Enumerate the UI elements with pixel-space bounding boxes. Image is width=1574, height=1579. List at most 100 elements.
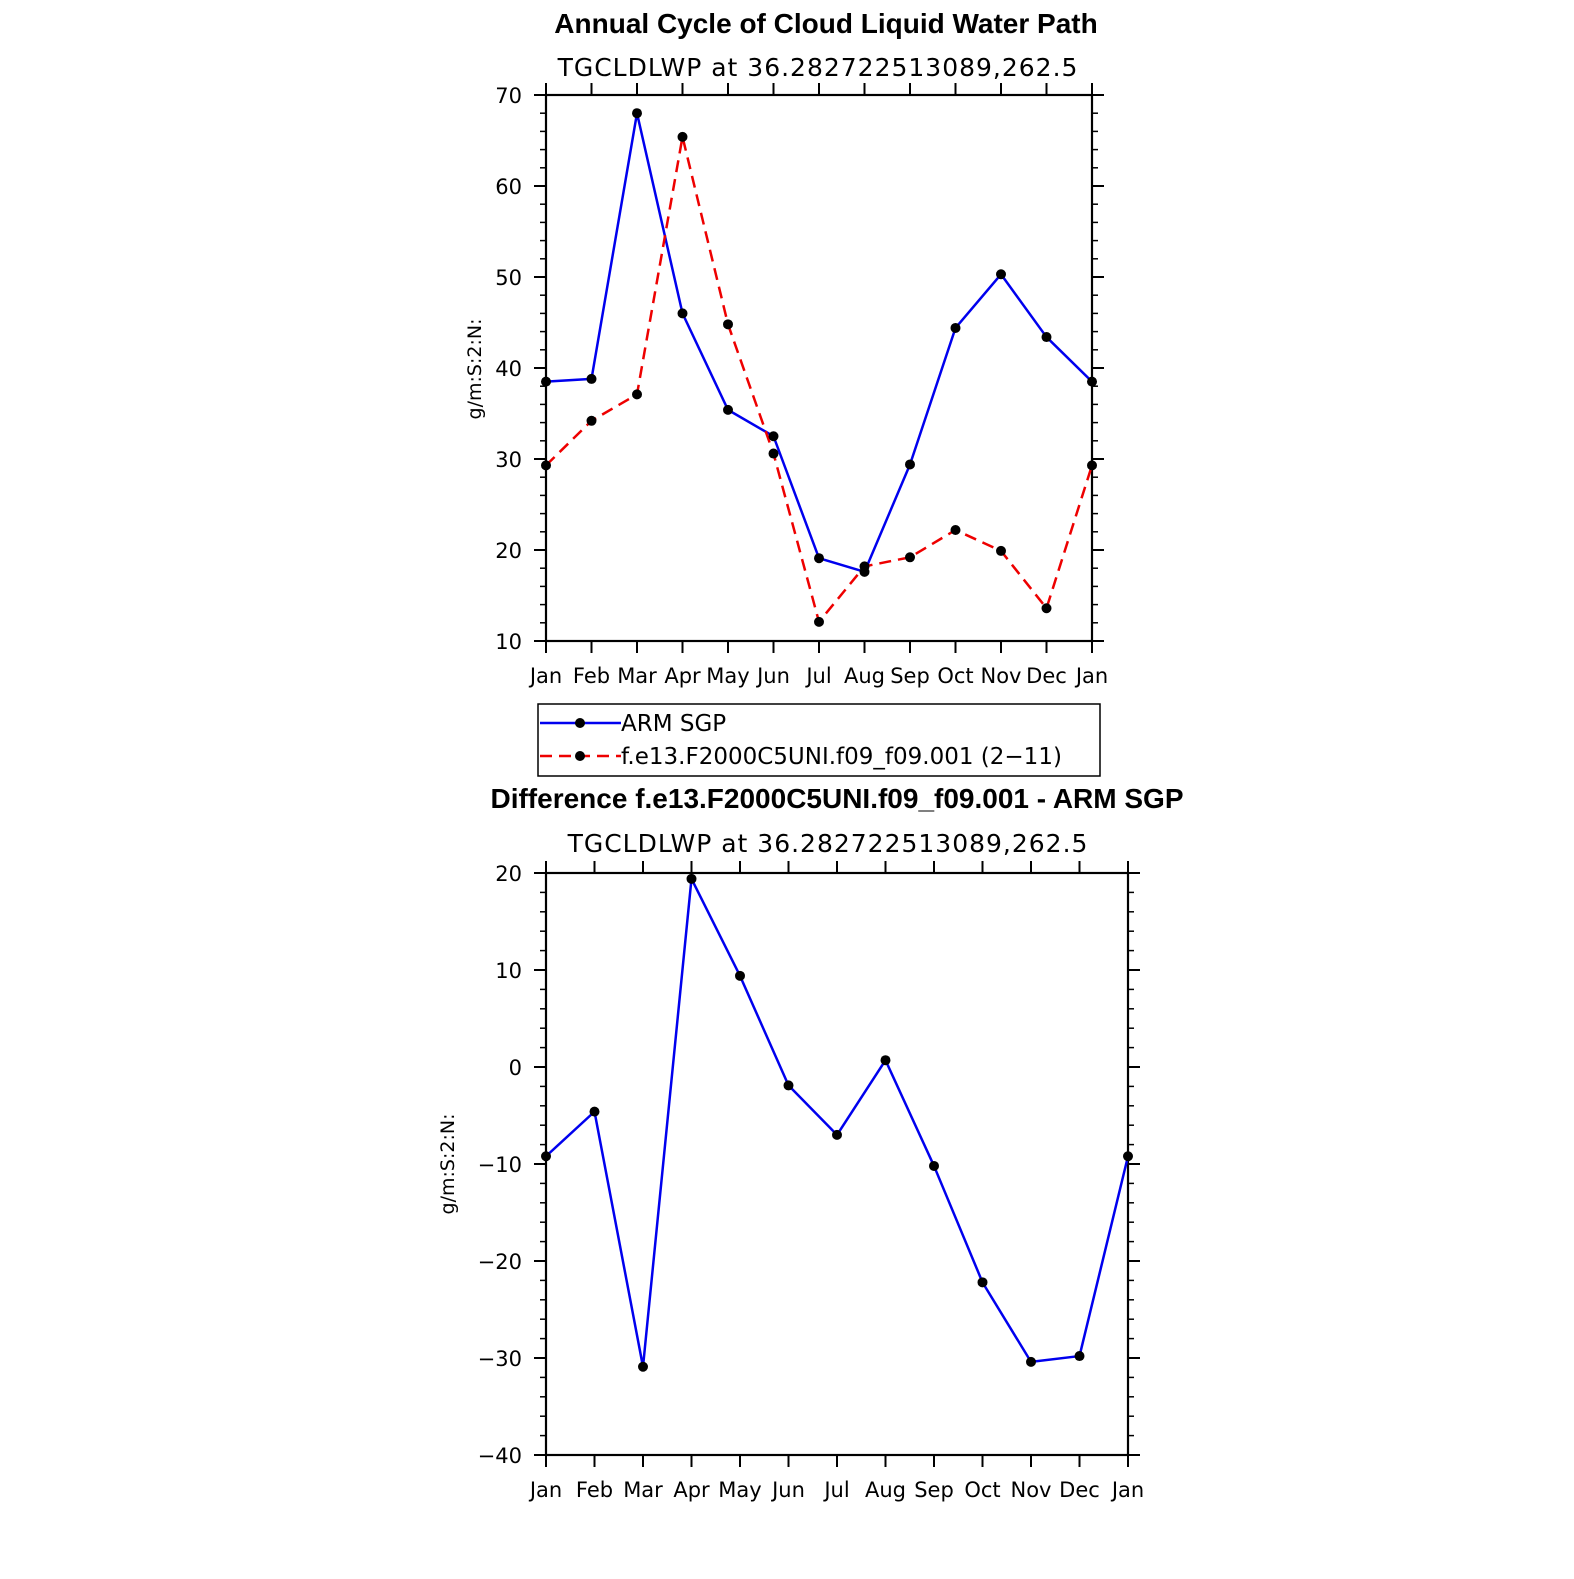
chart2-series-0-point [1074, 1351, 1085, 1362]
chart1-series-1-point [632, 389, 642, 400]
chart2-series-0-point [638, 1361, 648, 1372]
chart1-series-1-point [586, 415, 597, 426]
chart2-xtick-label: Nov [1011, 1478, 1052, 1502]
chart1-series-0-point [950, 322, 961, 333]
chart1-ytick-label: 20 [495, 539, 522, 563]
chart1-series-0-point [905, 459, 915, 470]
chart1-series-1-point [1087, 460, 1097, 471]
chart1-ytick-label: 60 [495, 175, 522, 199]
chart2-ylabel: g/m:S:2:N: [437, 1114, 459, 1215]
chart1-series-0-point [541, 376, 551, 387]
chart1-xtick-label: Jan [528, 664, 562, 688]
chart1-ytick-label: 40 [495, 357, 522, 381]
chart1-series-line-1 [545, 135, 1094, 624]
chart1-series-1-point [996, 545, 1006, 556]
chart1-series-0-point [768, 431, 779, 442]
chart2-plot-frame [544, 871, 1130, 1457]
chart2-xtick-label: Sep [914, 1478, 954, 1502]
chart2-title: Difference f.e13.F2000C5UNI.f09_f09.001 … [490, 783, 1183, 814]
chart1-series-0-point [996, 269, 1006, 280]
chart2-xtick-label: Oct [964, 1478, 1000, 1502]
chart2-xtick-label: Jan [528, 1478, 562, 1502]
chart1-series-1-point [950, 524, 961, 535]
chart2-xtick-label: Jan [1110, 1478, 1144, 1502]
chart1-xtick-label: Feb [573, 664, 610, 688]
chart1-ytick-label: 70 [495, 84, 522, 108]
legend-box [537, 703, 1101, 777]
chart1-xtick-label: Sep [890, 664, 930, 688]
chart2-axes: Jan Feb Mar Apr May Jun Jul Aug Sep Oct Nov Dec Jan−… [478, 861, 1144, 1502]
chart1-xtick-label: Dec [1026, 664, 1067, 688]
chart2-xtick-label: Jul [822, 1478, 849, 1502]
legend-marker-model [575, 751, 585, 761]
chart2-series-0-point [1123, 1151, 1133, 1162]
chart1-ytick-label: 30 [495, 448, 522, 472]
chart1-ytick-label: 50 [495, 266, 522, 290]
chart2-ytick-label: 20 [495, 862, 522, 886]
chart2-xtick-label: Aug [865, 1478, 906, 1502]
chart1-series-0-point [814, 553, 824, 564]
chart1-series-1-point [677, 131, 688, 142]
chart2-series-group [541, 873, 1133, 1372]
chart1-axes: Jan Feb Mar Apr May Jun Jul Aug Sep Oct Nov Dec Jan1… [495, 83, 1108, 688]
chart1-series-0-point [1041, 332, 1052, 343]
chart1-xtick-label: Jul [804, 664, 831, 688]
chart1-series-0-point [586, 373, 597, 384]
chart2-subtitle: TGCLDLWP at 36.282722513089,262.5 [567, 829, 1089, 858]
legend-label-model: f.e13.F2000C5UNI.f09_f09.001 (2−11) [621, 744, 1062, 770]
chart2-series-0-point [1026, 1356, 1036, 1367]
chart1-series-1-point [905, 552, 915, 563]
chart1-xtick-label: Aug [844, 664, 885, 688]
chart1-series-0-point [1087, 376, 1097, 387]
chart1-xtick-label: Jun [755, 664, 790, 688]
chart1-series-1-point [768, 448, 779, 459]
chart1-ytick-label: 10 [495, 630, 522, 654]
chart1-series-1-point [723, 319, 733, 330]
chart1-xtick-label: Jan [1074, 664, 1108, 688]
chart2-series-line-0 [545, 877, 1130, 1368]
chart1-series-1-point [814, 616, 824, 627]
chart2-series-0-point [880, 1055, 891, 1066]
chart1-xtick-label: Nov [981, 664, 1022, 688]
chart1-series-group [541, 108, 1097, 627]
chart1-xtick-label: Oct [937, 664, 973, 688]
chart1-series-0-point [632, 108, 642, 119]
chart2-xtick-label: Apr [673, 1478, 710, 1502]
chart1-series-1-point [541, 460, 551, 471]
chart2-ytick-label: 0 [509, 1056, 522, 1080]
chart2-ytick-label: −20 [478, 1250, 522, 1274]
chart1-series-0-point [723, 404, 733, 415]
chart2-xtick-label: Jun [770, 1478, 805, 1502]
chart2-series-0-point [686, 873, 697, 884]
chart1-series-0-point [677, 308, 688, 319]
chart2-series-0-point [589, 1106, 600, 1117]
chart2-xtick-label: Dec [1059, 1478, 1100, 1502]
chart1-xtick-label: Mar [617, 664, 657, 688]
chart1-series-1-point [859, 561, 870, 572]
chart2-series-0-point [977, 1277, 988, 1288]
chart2-series-0-point [541, 1151, 551, 1162]
chart1-xtick-label: Apr [664, 664, 701, 688]
legend-label-arm-sgp: ARM SGP [621, 711, 726, 737]
chart1-series-1-point [1041, 603, 1052, 614]
legend: ARM SGP f.e13.F2000C5UNI.f09_f09.001 (2−… [537, 703, 1101, 777]
chart2-series-0-point [735, 970, 745, 981]
chart1-series-line-0 [545, 111, 1093, 574]
chart2-ytick-label: −10 [478, 1153, 522, 1177]
chart2-series-0-point [832, 1129, 842, 1140]
chart2-ytick-label: 10 [495, 959, 522, 983]
chart1-xtick-label: May [706, 664, 749, 688]
legend-marker-arm-sgp [575, 718, 585, 728]
chart2-ytick-label: −40 [478, 1444, 522, 1468]
chart2-xtick-label: May [718, 1478, 761, 1502]
chart1-title: Annual Cycle of Cloud Liquid Water Path [554, 8, 1097, 39]
chart2-xtick-label: Feb [576, 1478, 613, 1502]
chart2-series-0-point [783, 1080, 794, 1091]
chart1-subtitle: TGCLDLWP at 36.282722513089,262.5 [557, 53, 1079, 82]
chart2-series-0-point [929, 1160, 939, 1171]
chart2-ytick-label: −30 [478, 1347, 522, 1371]
chart1-ylabel: g/m:S:2:N: [464, 319, 486, 420]
chart2-xtick-label: Mar [623, 1478, 663, 1502]
